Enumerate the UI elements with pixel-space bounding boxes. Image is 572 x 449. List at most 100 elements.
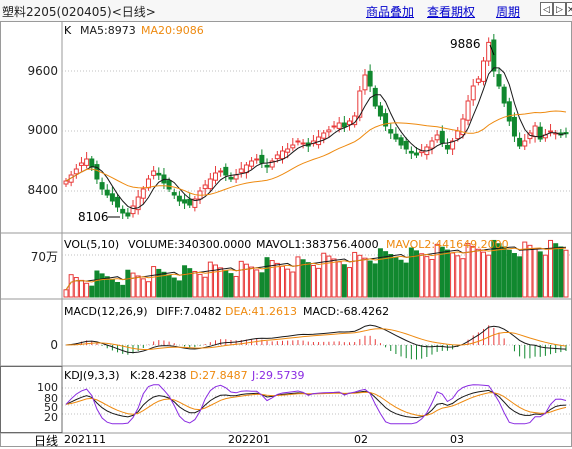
candle-body — [130, 205, 136, 215]
volume-bar — [341, 264, 347, 298]
candle-body — [249, 160, 255, 167]
volume-axis-label: 70万 — [30, 250, 58, 264]
volume-bar — [192, 271, 198, 298]
kdj-j-value: J:29.5739 — [252, 369, 305, 382]
price-axis-label-9000: 9000 — [27, 123, 58, 137]
volume-bar — [434, 243, 440, 298]
macd-diff-line — [65, 324, 567, 354]
volume-bar — [326, 255, 332, 298]
volume-bar — [429, 258, 435, 298]
volume-bar — [475, 248, 481, 298]
next-arrow-icon[interactable]: ▷ — [553, 2, 566, 16]
volume-bar — [362, 257, 368, 298]
candle-body — [145, 178, 151, 189]
volume-bar — [78, 279, 84, 298]
candle-body — [104, 189, 110, 196]
mavol2-line — [65, 247, 567, 291]
volume-bar — [336, 261, 342, 298]
volume-bar — [537, 251, 543, 298]
volume-bar — [135, 275, 141, 298]
candle-body — [393, 133, 399, 140]
candle-body — [151, 170, 157, 176]
volume-bar — [522, 241, 528, 298]
xaxis-label-202111: 202111 — [64, 433, 106, 446]
candle-body — [522, 140, 528, 147]
candle-body — [357, 90, 363, 118]
volume-bar — [218, 267, 224, 298]
macd-dea-value: DEA:41.2613 — [225, 305, 297, 318]
candle-body — [439, 130, 445, 144]
candle-body — [444, 144, 450, 150]
candle-body — [223, 166, 229, 176]
chart-canvas[interactable] — [0, 21, 572, 447]
volume-bar — [532, 248, 538, 298]
candle-body — [279, 150, 285, 160]
candle-body — [465, 100, 471, 121]
candle-body — [264, 164, 270, 168]
volume-bar — [444, 249, 450, 298]
candle-body — [336, 122, 342, 129]
volume-bar — [496, 243, 502, 298]
volume-bar — [414, 250, 420, 298]
volume-bar — [63, 289, 69, 298]
candle-body — [450, 140, 456, 150]
volume-header: VOL(5,10) — [64, 238, 120, 251]
period-link[interactable]: 周期 — [496, 5, 521, 19]
kdj-axis-label-80: 80 — [44, 392, 58, 405]
candle-body — [187, 198, 193, 206]
candle-body — [455, 130, 461, 140]
candle-body — [99, 182, 105, 190]
candle-body — [269, 160, 275, 168]
candle-body — [372, 87, 378, 107]
kdj-j-line — [65, 384, 567, 425]
candle-body — [228, 176, 234, 180]
volume-bar — [212, 264, 218, 298]
volume-bar — [68, 274, 74, 298]
volume-bar — [460, 258, 466, 298]
volume-bar — [274, 262, 280, 298]
volume-bar — [228, 273, 234, 298]
candle-body — [501, 86, 507, 104]
candle-body — [63, 180, 69, 185]
volume-bar — [254, 269, 260, 298]
candle-body — [109, 193, 115, 202]
kdj-axis-label-20: 20 — [44, 411, 58, 424]
candle-body — [89, 158, 95, 168]
volume-bar — [300, 259, 306, 298]
volume-bar — [104, 276, 110, 298]
view-options-link[interactable]: 查看期权 — [427, 5, 476, 19]
volume-bar — [511, 253, 517, 298]
candle-body — [176, 195, 182, 202]
volume-bar — [233, 275, 239, 298]
candle-body — [377, 105, 383, 117]
volume-bar — [197, 273, 203, 298]
candle-body — [347, 120, 353, 126]
macd-histogram — [65, 324, 567, 360]
candle-body — [470, 85, 476, 101]
product-overlay-link[interactable]: 商品叠加 — [366, 5, 415, 19]
candle-body — [182, 199, 188, 204]
volume-bar — [563, 249, 569, 298]
volume-bar — [419, 253, 425, 298]
candle-body — [362, 74, 368, 91]
mavol1-value: MAVOL1:383756.4000 — [256, 238, 379, 251]
prev-arrow-icon[interactable]: ◁ — [540, 2, 553, 16]
volume-bar — [558, 246, 564, 298]
close-icon[interactable]: × — [566, 2, 572, 16]
candle-body — [115, 196, 121, 208]
candle-body — [511, 116, 517, 137]
candle-body — [73, 168, 79, 175]
volume-bar — [176, 280, 182, 298]
candle-body — [290, 144, 296, 149]
candle-body — [300, 142, 306, 145]
candle-body — [491, 39, 497, 72]
volume-bar — [506, 249, 512, 298]
volume-bar — [259, 272, 265, 298]
volume-bar — [481, 251, 487, 298]
candle-body — [285, 148, 291, 153]
volume-bar — [109, 279, 115, 298]
kdj-axis-label-50: 50 — [44, 401, 58, 414]
volume-bar — [486, 254, 492, 298]
volume-bar — [517, 256, 523, 298]
